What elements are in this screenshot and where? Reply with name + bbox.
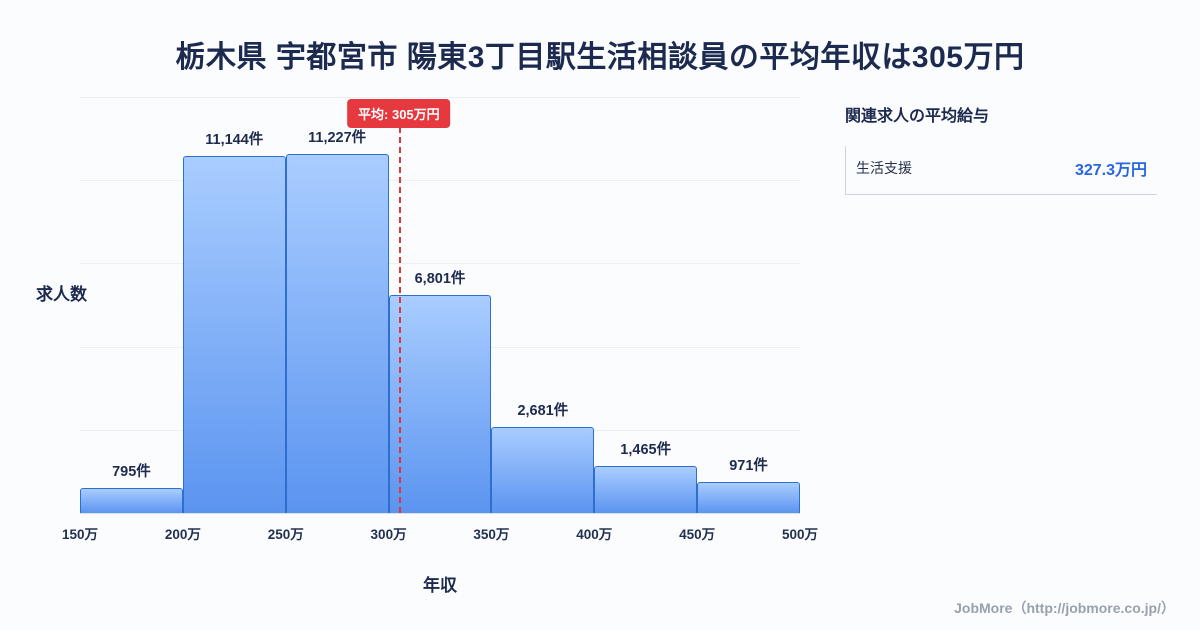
histogram-bar	[491, 427, 595, 513]
gridline	[80, 97, 800, 98]
x-tick-label: 300万	[370, 527, 407, 542]
related-jobs-panel: 関連求人の平均給与 生活支援 327.3万円	[845, 102, 1157, 195]
histogram-bar	[388, 295, 492, 513]
x-axis-label: 年収	[423, 576, 457, 595]
related-job-value: 327.3万円	[1074, 162, 1147, 179]
bar-value-label: 6,801件	[414, 271, 466, 288]
bar-value-label: 971件	[729, 457, 768, 474]
x-tick-label: 500万	[781, 527, 819, 542]
average-badge: 平均: 305万円	[347, 99, 451, 128]
x-tick-label: 250万	[267, 527, 304, 542]
gridline	[80, 513, 800, 514]
gridline	[80, 263, 800, 265]
histogram-bar	[594, 466, 698, 513]
x-tick-label: 200万	[164, 527, 201, 542]
average-line	[398, 127, 401, 513]
x-tick-label: 350万	[473, 527, 510, 542]
related-jobs-list: 生活支援 327.3万円	[845, 146, 1157, 195]
histogram-bar	[80, 487, 183, 513]
bar-value-label: 11,227件	[308, 129, 367, 146]
histogram-bar	[285, 153, 389, 513]
histogram-bar	[182, 156, 286, 513]
bar-value-label: 1,465件	[620, 442, 672, 459]
x-tick-label: 150万	[61, 527, 99, 542]
bar-value-label: 2,681件	[517, 403, 569, 420]
related-job-label: 生活支援	[856, 160, 912, 176]
bar-value-label: 795件	[112, 463, 151, 480]
related-job-row: 生活支援 327.3万円	[845, 146, 1157, 195]
histogram-plot: 795件 11,144件 11,227件 6,801件 2,681件 1,465件 971件…	[62, 97, 818, 542]
y-axis-label: 求人数	[36, 285, 87, 304]
x-tick-label: 450万	[679, 527, 716, 542]
gridline	[80, 180, 800, 182]
page-title: 栃木県 宇都宮市 陽東3丁目駅生活相談員の平均年収は305万円	[175, 41, 1025, 74]
x-tick-label: 400万	[576, 527, 613, 542]
credit-text: JobMore（http://jobmore.co.jp/）	[954, 600, 1175, 616]
bar-value-label: 11,144件	[205, 132, 264, 149]
related-jobs-title: 関連求人の平均給与	[845, 108, 990, 125]
histogram-bar	[697, 481, 800, 513]
